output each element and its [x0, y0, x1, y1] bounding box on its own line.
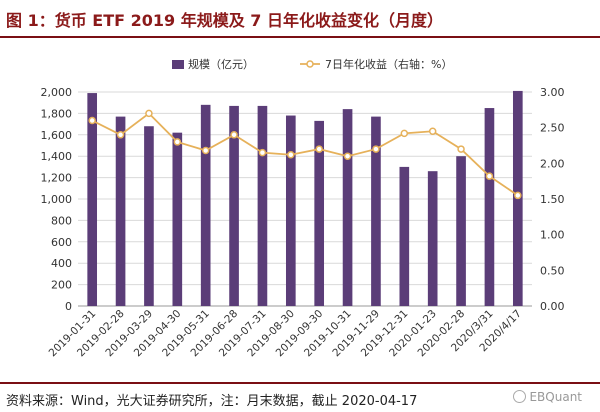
left-tick-label: 1,600 [41, 129, 73, 142]
title-bar: 图 1：货币 ETF 2019 年规模及 7 日年化收益变化（月度） [0, 0, 600, 38]
legend-bar-swatch [172, 60, 184, 69]
left-tick-label: 1,000 [41, 193, 73, 206]
left-tick-label: 200 [51, 279, 72, 292]
bar [172, 132, 183, 306]
left-tick-label: 1,400 [41, 150, 73, 163]
chart-title: 图 1：货币 ETF 2019 年规模及 7 日年化收益变化（月度） [6, 11, 443, 30]
line-point [315, 145, 323, 153]
line-point [230, 131, 238, 139]
right-tick-label: 2.50 [540, 122, 565, 135]
bar-series [87, 90, 523, 307]
bar [200, 104, 211, 306]
line-point [400, 129, 409, 138]
legend: 规模（亿元） 7日年化收益（右轴：%） [172, 57, 452, 71]
line-point [258, 148, 267, 157]
line-point [116, 131, 125, 139]
left-tick-label: 400 [51, 257, 72, 270]
bar [342, 109, 353, 307]
bar [257, 105, 268, 306]
bar [115, 116, 126, 306]
footer: 资料来源：Wind，光大证券研究所，注：月末数据，截止 2020-04-17 E… [0, 382, 600, 412]
right-tick-label: 2.00 [540, 157, 565, 170]
bar [285, 115, 296, 306]
left-tick-label: 1,800 [41, 107, 73, 120]
source-note: 资料来源：Wind，光大证券研究所，注：月末数据，截止 2020-04-17 [6, 394, 418, 409]
line-point [287, 151, 295, 159]
bar [371, 116, 381, 306]
line-point [514, 191, 522, 200]
bar [144, 126, 154, 307]
bar [399, 166, 410, 306]
line-point [372, 145, 380, 153]
right-tick-label: 1.50 [540, 193, 565, 206]
bar [456, 156, 466, 306]
x-axis: 2019-01-312019-02-282019-03-292019-04-30… [47, 308, 524, 360]
chart-canvas: 规模（亿元） 7日年化收益（右轴：%） 0 200 400 600 800 1,000 1,… [41, 57, 565, 360]
line-point [88, 116, 96, 125]
legend-line-marker [306, 60, 314, 68]
bar [229, 105, 239, 306]
left-tick-label: 600 [51, 236, 72, 249]
left-tick-label: 1,200 [41, 172, 73, 185]
left-tick-label: 2,000 [41, 86, 73, 99]
line-point [145, 109, 153, 118]
left-axis: 0 200 400 600 800 1,000 1,200 1,400 1,600 1,800 2,… [41, 86, 73, 313]
line-point [457, 145, 465, 153]
line-path [91, 112, 519, 197]
legend-line-label: 7日年化收益（右轴：%） [325, 57, 452, 71]
left-tick-label: 800 [51, 214, 72, 227]
wechat-icon [513, 390, 527, 403]
line-point [485, 172, 494, 180]
watermark-label: EBQuant [529, 390, 582, 404]
legend-bar-label: 规模（亿元） [188, 57, 254, 71]
bar [427, 171, 438, 306]
watermark: EBQuant [513, 390, 582, 404]
line-series [88, 109, 522, 200]
left-tick-label: 0 [65, 300, 72, 313]
line-point [173, 138, 182, 146]
right-tick-label: 0.00 [540, 300, 565, 313]
bar [484, 108, 495, 306]
line-point [201, 146, 210, 155]
right-tick-label: 0.50 [540, 264, 565, 277]
right-axis: 0.00 0.50 1.00 1.50 2.00 2.50 3.00 [540, 86, 565, 313]
line-point [343, 152, 352, 160]
bar [87, 93, 98, 306]
right-tick-label: 1.00 [540, 229, 565, 242]
line-point [428, 127, 437, 135]
bar [314, 120, 325, 306]
right-tick-label: 3.00 [540, 86, 565, 99]
